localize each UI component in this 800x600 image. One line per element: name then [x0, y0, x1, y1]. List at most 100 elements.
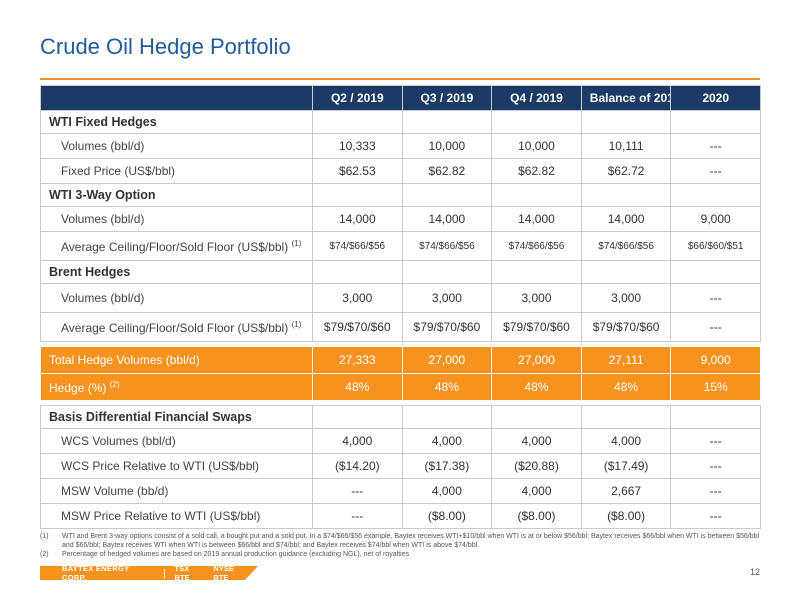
table-cell: 9,000 — [670, 346, 761, 374]
table-cell: 4,000 — [491, 478, 582, 504]
footnote-number: (1) — [40, 533, 49, 540]
table-cell: ($8.00) — [401, 503, 493, 529]
table-row: Fixed Price (US$/bbl) $62.53 $62.82 $62.… — [40, 158, 761, 184]
table-cell: --- — [670, 503, 761, 529]
table-cell: --- — [670, 453, 761, 479]
row-label: MSW Volume (bb/d) — [40, 478, 313, 504]
footnote-text: WTI and Brent 3-way options consist of a… — [62, 533, 760, 549]
table-cell: --- — [670, 428, 761, 454]
section-header-row: Basis Differential Financial Swaps — [40, 405, 761, 429]
table-cell: 4,000 — [401, 428, 493, 454]
table-cell: $62.82 — [491, 158, 582, 184]
table-cell: 2,667 — [580, 478, 672, 504]
table-cell: 10,111 — [580, 133, 672, 159]
row-label: WCS Volumes (bbl/d) — [40, 428, 313, 454]
section-title: Brent Hedges — [40, 260, 313, 284]
row-label: WCS Price Relative to WTI (US$/bbl) — [40, 453, 313, 479]
table-cell: 4,000 — [312, 428, 403, 454]
table-cell: --- — [670, 283, 761, 313]
table-cell: 10,000 — [491, 133, 582, 159]
table-cell: $79/$70/$60 — [580, 312, 672, 342]
row-label-text: Average Ceiling/Floor/Sold Floor (US$/bb… — [61, 320, 289, 335]
column-header-balance-2019: Balance of 2019 — [580, 85, 672, 111]
page-title: Crude Oil Hedge Portfolio — [40, 34, 291, 59]
column-header-2020: 2020 — [670, 85, 761, 111]
table-cell: 3,000 — [491, 283, 582, 313]
row-label: Average Ceiling/Floor/Sold Floor (US$/bb… — [40, 312, 313, 342]
table-cell: $74/$66/$56 — [401, 231, 493, 261]
row-label: Total Hedge Volumes (bbl/d) — [40, 346, 313, 374]
table-cell: $79/$70/$60 — [491, 312, 582, 342]
table-cell: --- — [670, 133, 761, 159]
row-label: Volumes (bbl/d) — [40, 206, 313, 232]
table-row: MSW Volume (bb/d) --- 4,000 4,000 2,667 … — [40, 478, 761, 504]
column-header-q2-2019: Q2 / 2019 — [312, 85, 403, 111]
table-cell: 48% — [312, 373, 403, 401]
table-cell: --- — [670, 158, 761, 184]
table-cell: ($17.49) — [580, 453, 672, 479]
footnotes: (1) WTI and Brent 3-way options consist … — [40, 532, 760, 559]
row-label: MSW Price Relative to WTI (US$/bbl) — [40, 503, 313, 529]
table-cell: ($17.38) — [401, 453, 493, 479]
row-label: Volumes (bbl/d) — [40, 283, 313, 313]
table-cell: $74/$66/$56 — [491, 231, 582, 261]
tsx-ticker: TSX BTE — [174, 564, 190, 582]
table-cell: --- — [312, 478, 403, 504]
table-cell: 4,000 — [580, 428, 672, 454]
nyse-ticker: NYSE BTE — [213, 564, 234, 582]
table-row: Average Ceiling/Floor/Sold Floor (US$/bb… — [40, 231, 761, 261]
table-row: Volumes (bbl/d) 14,000 14,000 14,000 14,… — [40, 206, 761, 232]
table-cell: 15% — [670, 373, 761, 401]
section-title: WTI Fixed Hedges — [40, 110, 313, 134]
table-cell: 9,000 — [670, 206, 761, 232]
table-cell: 3,000 — [580, 283, 672, 313]
row-label: Volumes (bbl/d) — [40, 133, 313, 159]
table-cell: 27,333 — [312, 346, 403, 374]
row-label: Average Ceiling/Floor/Sold Floor (US$/bb… — [40, 231, 313, 261]
table-row: Average Ceiling/Floor/Sold Floor (US$/bb… — [40, 312, 761, 342]
table-cell: ($20.88) — [491, 453, 582, 479]
table-cell: $74/$66/$56 — [312, 231, 403, 261]
row-label: Fixed Price (US$/bbl) — [40, 158, 313, 184]
table-cell: 48% — [401, 373, 493, 401]
row-label-text: Hedge (%) — [49, 380, 107, 395]
footnote-marker: (1) — [291, 319, 302, 329]
table-cell: $66/$60/$51 — [670, 231, 761, 261]
table-cell: 4,000 — [401, 478, 493, 504]
table-cell: $74/$66/$56 — [580, 231, 672, 261]
table-row: WCS Volumes (bbl/d) 4,000 4,000 4,000 4,… — [40, 428, 761, 454]
footnote-number: (2) — [40, 551, 49, 558]
table-cell: --- — [312, 503, 403, 529]
footer-brand-bar: BAYTEX ENERGY CORP. TSX BTE NYSE BTE — [40, 566, 258, 580]
table-cell: 48% — [580, 373, 672, 401]
table-cell: ($14.20) — [312, 453, 403, 479]
section-header-row: WTI Fixed Hedges — [40, 110, 761, 134]
table-cell: 27,111 — [580, 346, 672, 374]
section-header-row: WTI 3-Way Option — [40, 183, 761, 207]
hedge-table: Q2 / 2019 Q3 / 2019 Q4 / 2019 Balance of… — [40, 85, 761, 529]
table-cell: $62.72 — [580, 158, 672, 184]
table-cell: ($8.00) — [491, 503, 582, 529]
table-cell: ($8.00) — [580, 503, 672, 529]
table-row: Volumes (bbl/d) 3,000 3,000 3,000 3,000 … — [40, 283, 761, 313]
table-cell: 14,000 — [401, 206, 493, 232]
column-header-q3-2019: Q3 / 2019 — [401, 85, 493, 111]
row-label-text: Average Ceiling/Floor/Sold Floor (US$/bb… — [61, 239, 289, 254]
footnote: (1) WTI and Brent 3-way options consist … — [40, 532, 760, 550]
table-cell: 14,000 — [491, 206, 582, 232]
footnote-marker: (2) — [109, 379, 120, 389]
footer-separator — [163, 568, 165, 578]
hedge-percent-row: Hedge (%) (2) 48% 48% 48% 48% 15% — [40, 373, 761, 401]
table-cell: 3,000 — [401, 283, 493, 313]
table-cell: 48% — [491, 373, 582, 401]
row-label: Hedge (%) (2) — [40, 373, 313, 401]
table-cell: 27,000 — [401, 346, 493, 374]
title-divider — [40, 78, 760, 80]
header-blank-cell — [40, 85, 313, 111]
table-cell: 4,000 — [491, 428, 582, 454]
table-cell: 3,000 — [312, 283, 403, 313]
table-cell: $79/$70/$60 — [401, 312, 493, 342]
footnote-marker: (1) — [291, 238, 302, 248]
table-row: Volumes (bbl/d) 10,333 10,000 10,000 10,… — [40, 133, 761, 159]
table-cell: $62.82 — [401, 158, 493, 184]
